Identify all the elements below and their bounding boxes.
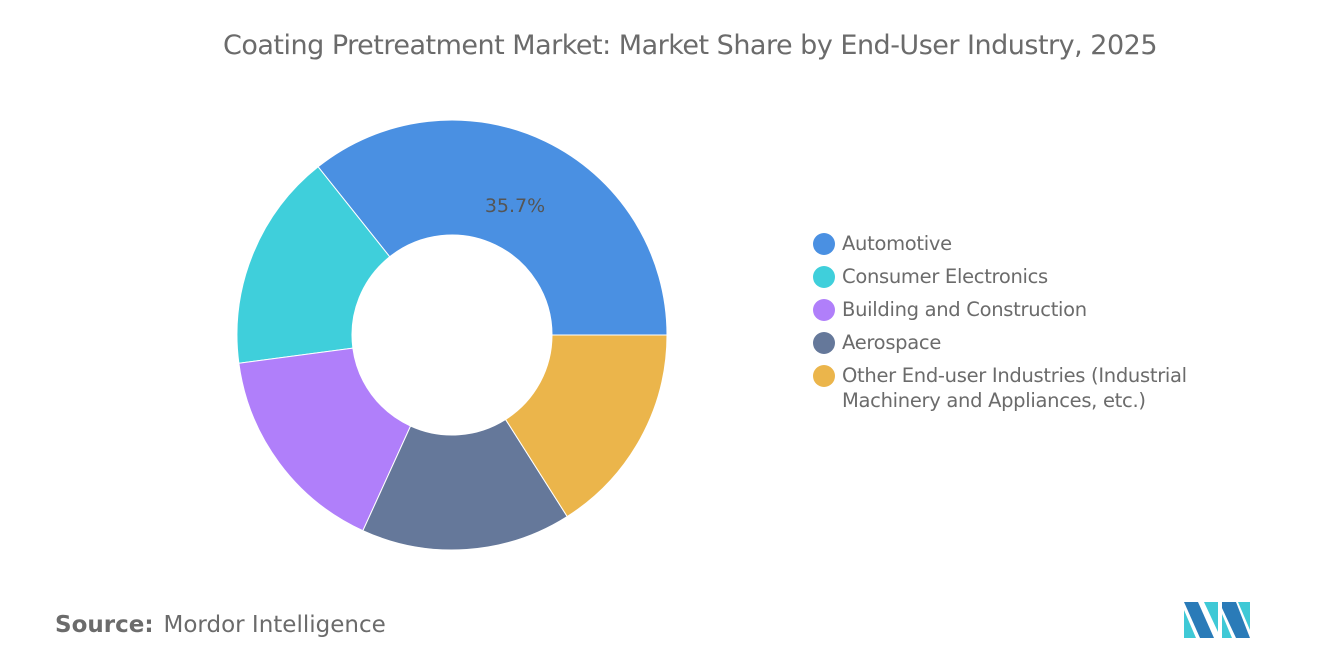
legend: Automotive Consumer Electronics Building a… [813,231,1212,421]
source-value: Mordor Intelligence [163,612,386,638]
slice-aerospace [362,418,568,551]
mordor-intelligence-logo [1184,602,1250,638]
legend-label: Consumer Electronics [842,265,1048,288]
legend-item[interactable]: Building and Construction [813,297,1212,322]
legend-marker-icon [813,332,835,354]
legend-label: Automotive [842,232,952,255]
legend-label: Aerospace [842,331,942,354]
legend-marker-icon [813,365,835,387]
legend-item[interactable]: Aerospace [813,330,1212,355]
slice-building [238,347,412,532]
legend-marker-icon [813,233,835,255]
source-label: Source: [55,612,154,638]
legend-label: Other End-user Industries (Industrial Ma… [842,364,1187,412]
slice-consumer [236,166,391,364]
chart-title: Coating Pretreatment Market: Market Shar… [223,30,1158,61]
data-label-automotive: 35.7% [485,195,545,217]
legend-item[interactable]: Consumer Electronics [813,264,1212,289]
slice-automotive [317,119,668,336]
source-note: Source: Mordor Intelligence [55,612,386,638]
legend-item[interactable]: Other End-user Industries (Industrial Ma… [813,363,1212,413]
legend-item[interactable]: Automotive [813,231,1212,256]
legend-marker-icon [813,266,835,288]
legend-marker-icon [813,299,835,321]
slice-other [504,334,668,518]
legend-label: Building and Construction [842,298,1087,321]
